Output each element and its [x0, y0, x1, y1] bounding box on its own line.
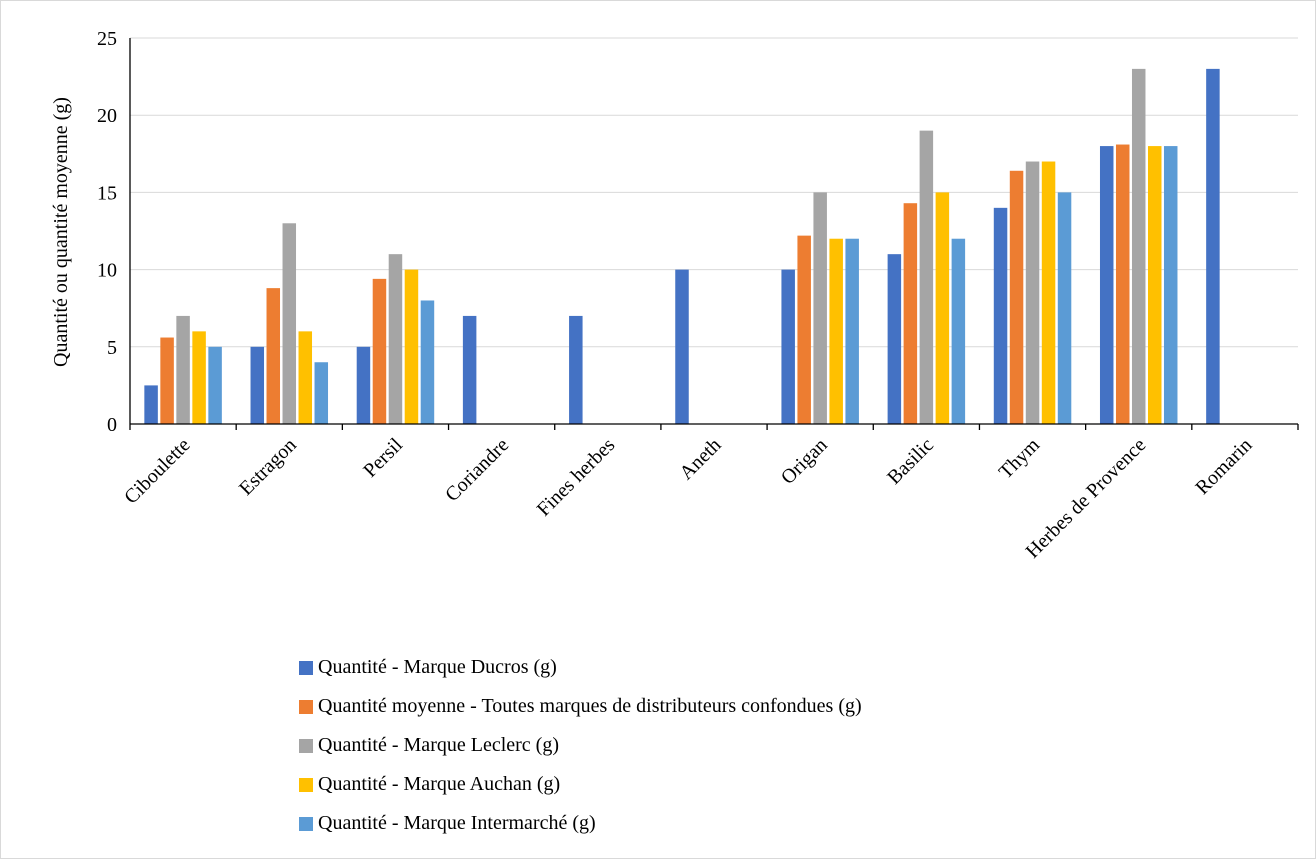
x-tick-label: Basilic [883, 434, 938, 489]
y-tick-labels: 0 5 10 15 20 25 [97, 28, 117, 436]
y-tick-label: 5 [107, 337, 117, 359]
legend-swatch [299, 660, 313, 675]
bar-series-5-persil [420, 300, 435, 424]
legend-item-3: Quantité - Marque Leclerc (g) [299, 726, 862, 765]
x-tick-labels: Ciboulette Estragon Persil Coriandre Fines h… [120, 434, 1256, 563]
bar-series-3-basilic [919, 130, 934, 424]
legend-swatch [299, 777, 313, 792]
bar-series-4-origan [829, 238, 843, 424]
bar-series-5-ciboulette [208, 346, 222, 424]
bar-series-1-ciboulette [144, 385, 158, 424]
bar-series-4-estragon [298, 331, 313, 424]
bar-series-3-herbes-de-provence [1131, 68, 1146, 424]
bar-series-2-origan [797, 235, 811, 424]
x-tick-label: Persil [359, 434, 407, 482]
bar-series-2-basilic [903, 203, 918, 424]
bar-series-2-persil [372, 278, 387, 424]
bar-series-1-herbes-de-provence [1099, 146, 1114, 424]
x-tick-label: Fines herbes [533, 434, 620, 521]
x-tick-label: Origan [777, 434, 832, 489]
bar-series-1-romarin [1206, 68, 1220, 424]
legend-label: Quantité - Marque Intermarché (g) [318, 812, 596, 834]
x-tick-label: Coriandre [441, 434, 513, 506]
bar-series-3-persil [388, 254, 403, 424]
legend-item-1: Quantité - Marque Ducros (g) [299, 648, 862, 687]
legend-item-5: Quantité - Marque Intermarché (g) [299, 804, 862, 843]
legend-label: Quantité - Marque Ducros (g) [318, 656, 557, 678]
bar-series-2-thym [1009, 170, 1024, 424]
bar-series-5-estragon [314, 362, 329, 424]
bar-series-3-ciboulette [176, 315, 190, 424]
axes [129, 38, 1299, 430]
legend-item-2: Quantité moyenne - Toutes marques de dis… [299, 687, 862, 726]
bar-series-2-estragon [266, 288, 281, 424]
bars [144, 68, 1220, 424]
bar-series-4-persil [404, 269, 419, 424]
y-tick-label: 25 [97, 28, 117, 50]
bar-series-5-origan [845, 238, 859, 424]
legend-item-4: Quantité - Marque Auchan (g) [299, 765, 862, 804]
x-tick-label: Ciboulette [120, 434, 195, 509]
x-tick-label: Herbes de Provence [1022, 434, 1151, 563]
legend-swatch [299, 738, 313, 753]
legend-swatch [299, 816, 313, 831]
bar-series-4-herbes-de-provence [1147, 146, 1162, 424]
legend-label: Quantité moyenne - Toutes marques de dis… [318, 695, 862, 717]
bar-series-4-ciboulette [192, 331, 206, 424]
bar-series-1-coriandre [462, 315, 477, 424]
bar-series-4-basilic [935, 192, 950, 424]
bar-series-1-fines-herbes [569, 315, 583, 424]
x-tick-label: Romarin [1191, 434, 1256, 499]
y-axis-title: Quantité ou quantité moyenne (g) [50, 97, 72, 367]
bar-series-1-basilic [887, 254, 902, 424]
bar-series-5-thym [1057, 192, 1072, 424]
bar-series-4-thym [1041, 161, 1056, 424]
x-tick-label: Thym [995, 434, 1045, 484]
bar-series-3-estragon [282, 223, 297, 424]
legend-label: Quantité - Marque Auchan (g) [318, 773, 561, 795]
legend-label: Quantité - Marque Leclerc (g) [318, 734, 559, 756]
x-tick-label: Aneth [675, 434, 725, 484]
bar-series-1-thym [993, 207, 1008, 424]
legend-swatch [299, 699, 313, 714]
x-tick-label: Estragon [235, 434, 301, 500]
y-tick-label: 10 [97, 260, 117, 282]
bar-series-1-persil [356, 346, 371, 424]
y-tick-label: 15 [97, 182, 117, 204]
y-tick-label: 20 [97, 105, 117, 127]
bar-series-5-basilic [951, 238, 966, 424]
bar-series-3-origan [813, 192, 827, 424]
bar-series-1-origan [781, 269, 795, 424]
bar-series-1-aneth [675, 269, 689, 424]
bar-series-2-herbes-de-provence [1115, 144, 1130, 424]
bar-series-5-herbes-de-provence [1163, 146, 1178, 424]
bar-series-2-ciboulette [160, 337, 174, 424]
y-tick-label: 0 [107, 414, 117, 436]
bar-series-1-estragon [250, 346, 265, 424]
bar-series-3-thym [1025, 161, 1040, 424]
legend: Quantité - Marque Ducros (g) Quantité moy… [299, 648, 862, 843]
